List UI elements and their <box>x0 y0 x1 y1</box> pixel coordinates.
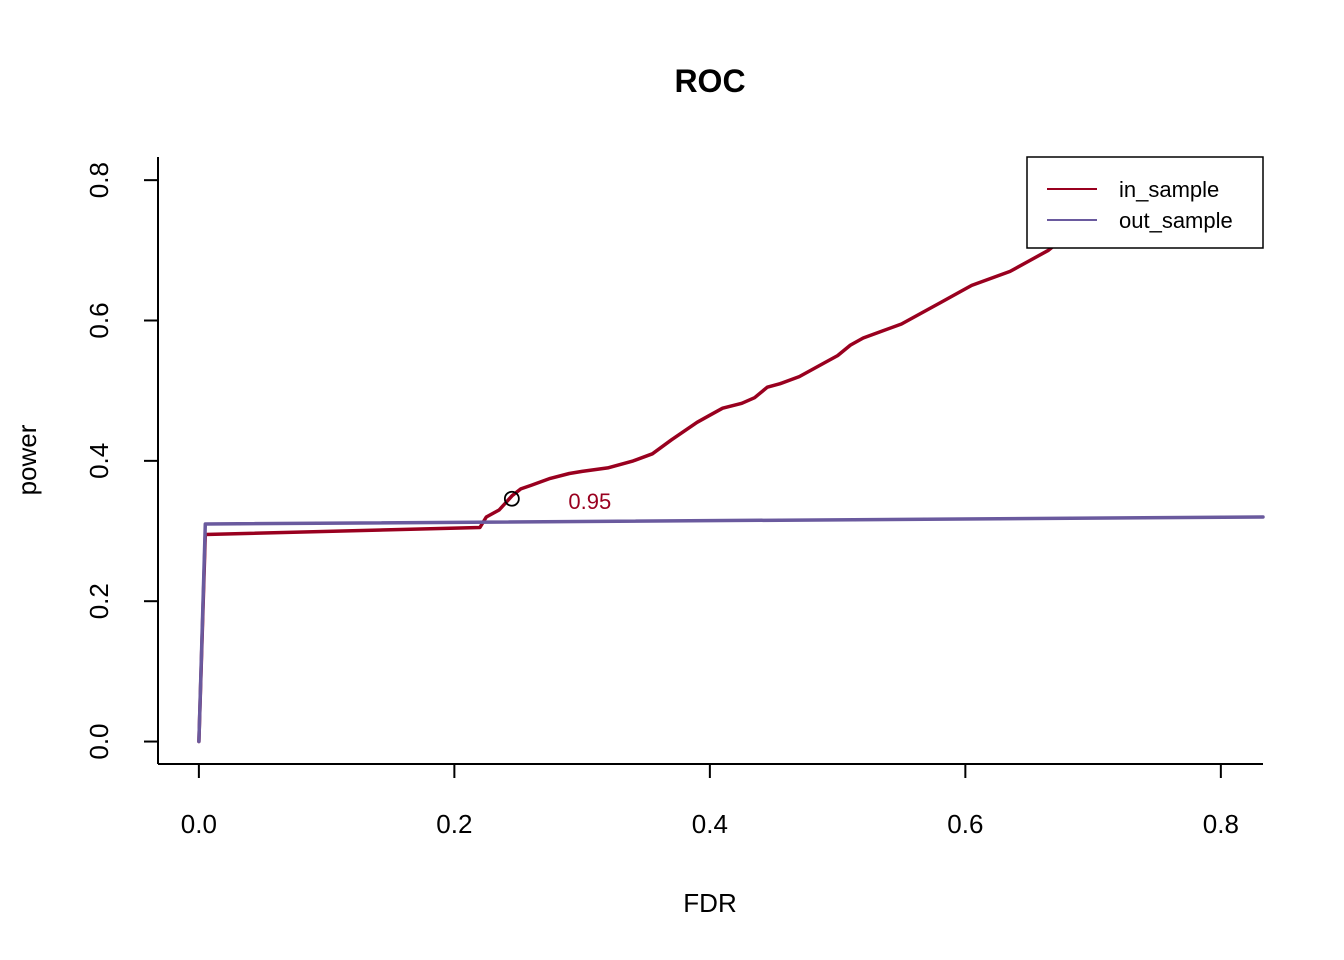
y-tick-label: 0.6 <box>84 302 114 338</box>
series-line-out-sample <box>197 515 1265 744</box>
y-axis-label: power <box>12 424 42 495</box>
plot-area: 0.0 0.2 0.4 0.6 0.8 0.0 0.2 0.4 0.6 0.8 0.95 <box>84 157 1265 839</box>
y-tick-label: 0.2 <box>84 583 114 619</box>
threshold-label: 0.95 <box>568 489 611 514</box>
y-tick-label: 0.4 <box>84 443 114 479</box>
legend-label-in-sample: in_sample <box>1119 177 1219 202</box>
legend: in_sample out_sample <box>1026 156 1264 249</box>
marker-layer <box>503 490 520 507</box>
x-tick-label: 0.4 <box>692 809 728 839</box>
annotation-layer: 0.95 <box>568 489 611 514</box>
series-line-in-sample <box>197 233 1070 744</box>
x-tick-label: 0.6 <box>947 809 983 839</box>
legend-box <box>1026 156 1264 249</box>
x-axis-ticks: 0.0 0.2 0.4 0.6 0.8 <box>181 764 1239 839</box>
chart-title: ROC <box>674 63 745 99</box>
x-axis-label: FDR <box>683 888 736 918</box>
threshold-marker <box>503 490 520 507</box>
y-axis-ticks: 0.0 0.2 0.4 0.6 0.8 <box>84 162 158 760</box>
y-tick-label: 0.8 <box>84 162 114 198</box>
y-tick-label: 0.0 <box>84 723 114 759</box>
x-tick-label: 0.2 <box>436 809 472 839</box>
legend-label-out-sample: out_sample <box>1119 208 1233 233</box>
series-layer <box>197 233 1265 744</box>
x-tick-label: 0.0 <box>181 809 217 839</box>
x-tick-label: 0.8 <box>1203 809 1239 839</box>
